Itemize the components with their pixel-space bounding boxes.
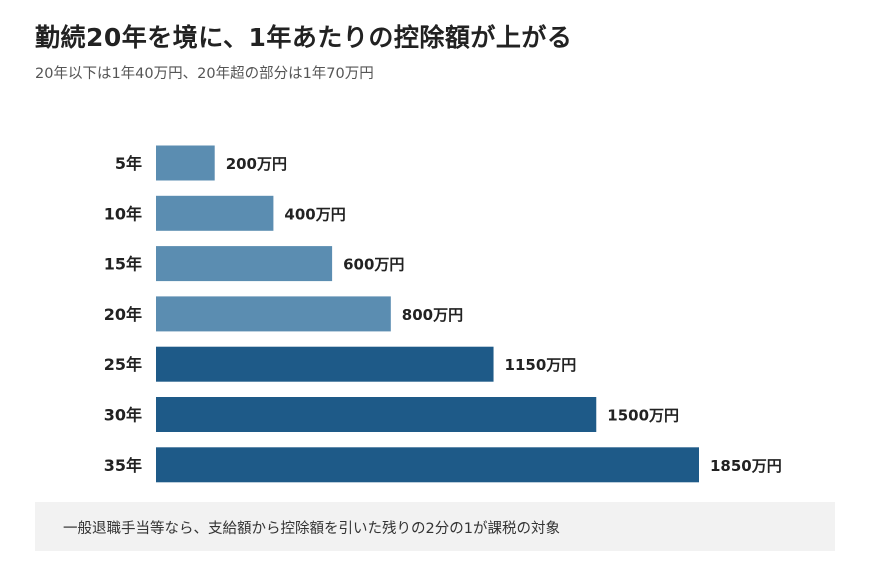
bars-layer: 5年 200万円 10年 400万円 15年 600万円 20年 800万円 25年 1150万円…	[104, 145, 782, 483]
value-label: 800万円	[402, 306, 463, 324]
bar	[156, 397, 597, 432]
category-label: 10年	[104, 204, 142, 223]
bar	[156, 447, 699, 483]
value-label: 1850万円	[710, 457, 782, 475]
bar-chart: 5年 200万円 10年 400万円 15年 600万円 20年 800万円 25年 1150万円…	[104, 145, 782, 483]
value-label: 1500万円	[607, 407, 679, 425]
bar	[156, 346, 494, 382]
category-label: 25年	[104, 355, 142, 374]
bar	[156, 195, 274, 231]
value-label: 1150万円	[505, 356, 577, 374]
category-label: 20年	[104, 305, 142, 324]
footnote-box: 一般退職手当等なら、支給額から控除額を引いた残りの2分の1が課税の対象	[35, 502, 835, 551]
category-label: 15年	[104, 255, 142, 274]
category-label: 35年	[104, 456, 142, 475]
bar	[156, 246, 333, 282]
category-label: 5年	[115, 154, 142, 173]
chart-title: 勤続20年を境に、1年あたりの控除額が上がる	[35, 23, 573, 52]
bar	[156, 145, 215, 181]
chart-subtitle: 20年以下は1年40万円、20年超の部分は1年70万円	[35, 66, 374, 82]
footnote: 一般退職手当等なら、支給額から控除額を引いた残りの2分の1が課税の対象	[63, 521, 560, 537]
category-label: 30年	[104, 406, 142, 425]
value-label: 400万円	[284, 205, 345, 223]
bar	[156, 296, 391, 332]
value-label: 600万円	[343, 256, 404, 274]
value-label: 200万円	[226, 155, 287, 173]
